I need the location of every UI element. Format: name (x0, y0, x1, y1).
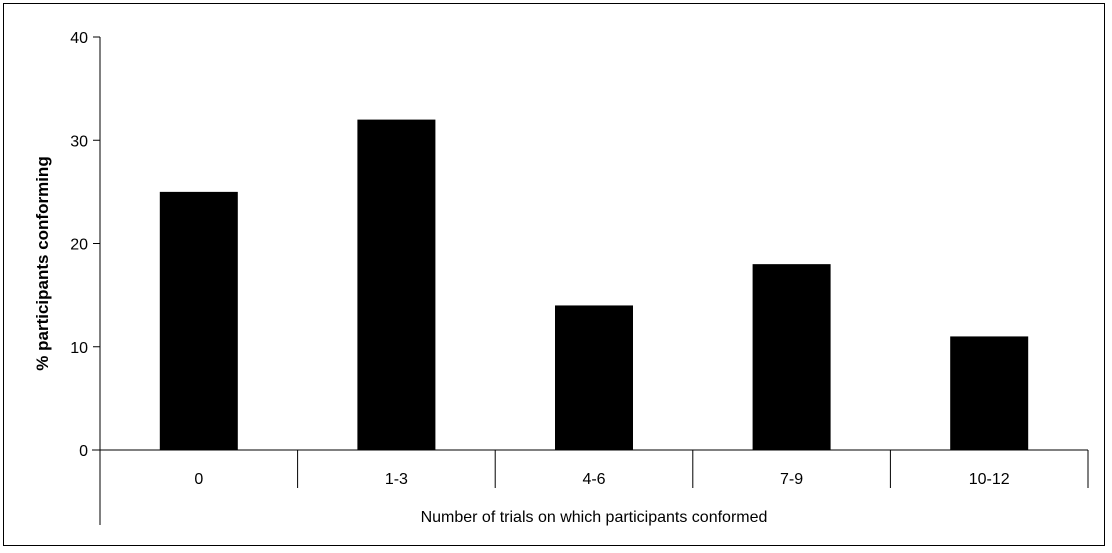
x-tick-label: 4-6 (582, 471, 605, 488)
bar-7-9 (752, 264, 831, 450)
x-tick-label: 1-3 (385, 471, 408, 488)
bar-1-3 (357, 119, 436, 450)
x-tick-label: 7-9 (780, 471, 803, 488)
y-tick-label: 30 (70, 133, 88, 150)
y-tick-label: 40 (70, 30, 88, 47)
bar-10-12 (950, 336, 1029, 450)
x-categories: 0 1-3 4-6 7-9 10-12 (194, 450, 1089, 488)
x-tick-label: 0 (194, 471, 203, 488)
x-tick-label: 10-12 (969, 471, 1010, 488)
y-tick-label: 0 (79, 443, 88, 460)
bar-0 (159, 191, 238, 450)
y-tick-label: 20 (70, 237, 88, 254)
y-axis-title: % participants conforming (33, 156, 52, 370)
y-tick-label: 10 (70, 340, 88, 357)
x-axis-title: Number of trials on which participants c… (421, 509, 768, 526)
bars (159, 119, 1029, 450)
bar-4-6 (555, 305, 633, 450)
y-ticks: 0 10 20 30 40 (70, 30, 100, 460)
axes (92, 37, 1088, 525)
